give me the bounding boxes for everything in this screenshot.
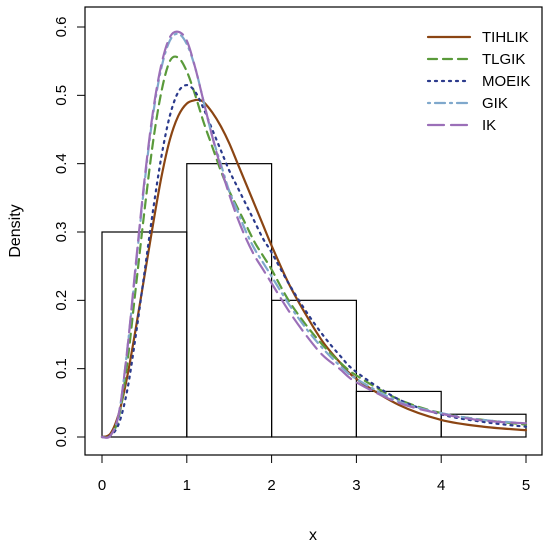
series-line-tihlik bbox=[100, 98, 528, 439]
y-tick-label-5: 0.5 bbox=[53, 85, 70, 106]
x-tick-label-3: 3 bbox=[352, 477, 360, 494]
histogram bbox=[101, 163, 527, 438]
legend-label-ik: IK bbox=[482, 117, 496, 134]
y-tick-label-0: 0.0 bbox=[53, 427, 70, 448]
x-tick-label-5: 5 bbox=[522, 477, 530, 494]
series-line-ik bbox=[100, 30, 528, 439]
x-tick-label-1: 1 bbox=[183, 477, 191, 494]
plot-frame bbox=[84, 6, 543, 456]
series-line-moeik bbox=[100, 83, 528, 439]
legend-label-tihlik: TIHLIK bbox=[482, 29, 529, 46]
histogram-bar-0 bbox=[101, 231, 188, 438]
x-axis: 0 1 2 3 4 5 bbox=[98, 454, 530, 494]
x-axis-title: x bbox=[309, 527, 317, 544]
y-axis: 0.0 0.1 0.2 0.3 0.4 0.5 0.6 bbox=[53, 17, 86, 448]
histogram-bar-1 bbox=[186, 163, 273, 438]
y-tick-label-6: 0.6 bbox=[53, 17, 70, 38]
legend-label-moeik: MOEIK bbox=[482, 73, 530, 90]
x-tick-label-2: 2 bbox=[267, 477, 275, 494]
y-tick-label-4: 0.4 bbox=[53, 153, 70, 174]
legend-label-tlgik: TLGIK bbox=[482, 51, 525, 68]
x-tick-label-0: 0 bbox=[98, 477, 106, 494]
y-tick-label-2: 0.2 bbox=[53, 290, 70, 311]
y-axis-title: Density bbox=[7, 204, 24, 257]
series-line-tlgik bbox=[100, 55, 528, 439]
y-tick-label-3: 0.3 bbox=[53, 222, 70, 243]
x-tick-label-4: 4 bbox=[437, 477, 445, 494]
series-line-gik bbox=[100, 32, 528, 439]
legend: TIHLIK TLGIK MOEIK GIK IK bbox=[426, 29, 530, 134]
density-curves bbox=[100, 30, 528, 439]
y-tick-label-1: 0.1 bbox=[53, 358, 70, 379]
histogram-bar-2 bbox=[271, 299, 358, 438]
legend-label-gik: GIK bbox=[482, 95, 508, 112]
